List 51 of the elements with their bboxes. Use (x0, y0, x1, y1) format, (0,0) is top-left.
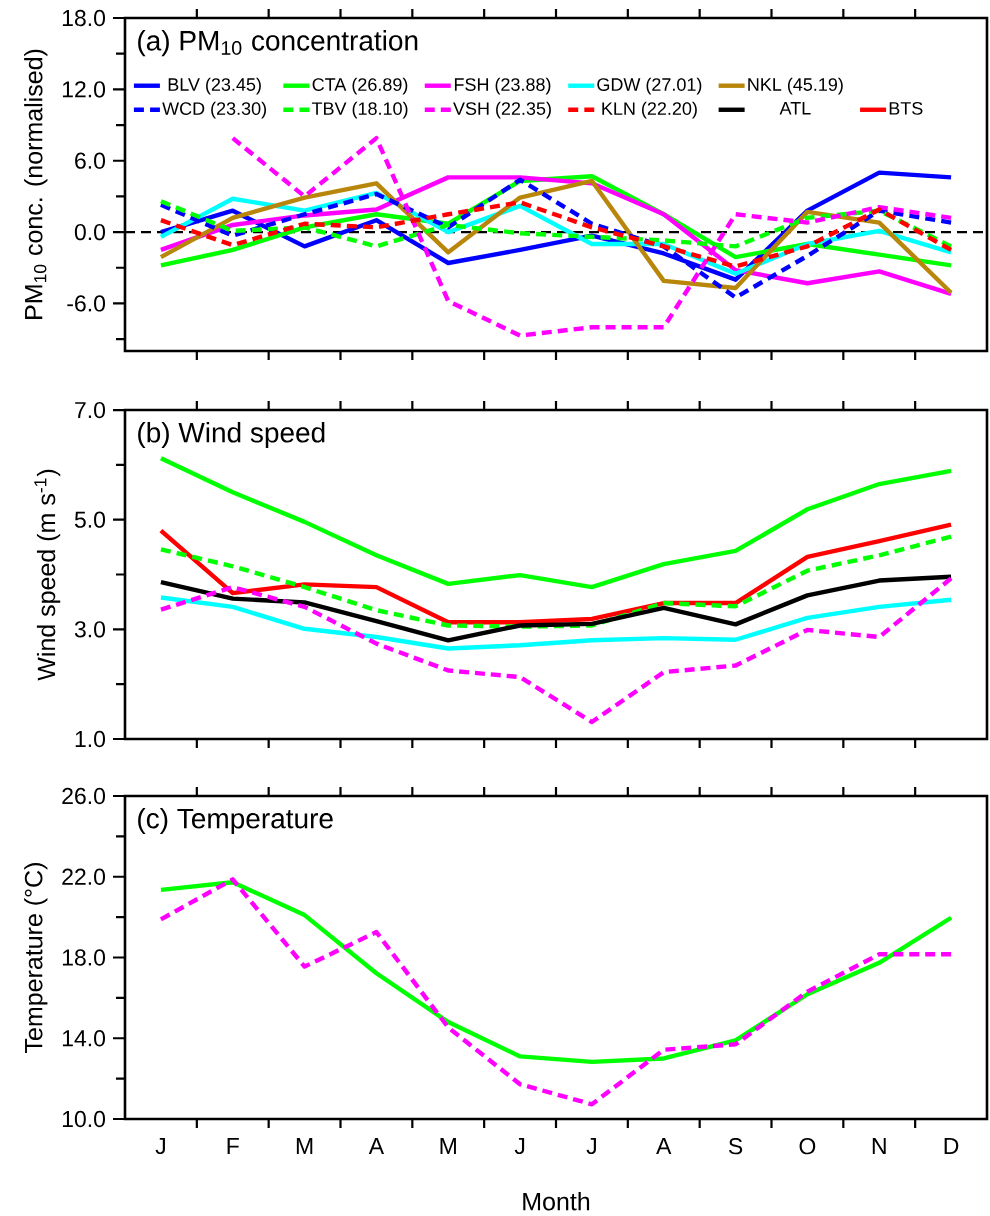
chart-title: (c) Temperature (138, 807, 333, 835)
line-series (158, 880, 954, 1065)
line-series (158, 574, 954, 643)
legend-label: GDW (27.01) (597, 77, 702, 95)
x-tick-label: D (944, 1138, 959, 1154)
y-tick-label: -6.0 (67, 295, 106, 312)
y-axis-title: Wind speed (m s$^{-1}$) (34, 469, 61, 681)
x-axis-title: Month (523, 1192, 590, 1211)
y-tick-label: 10.0 (62, 1110, 106, 1128)
y-tick-label: 12.0 (62, 81, 106, 98)
legend-label: TBV (18.10) (311, 101, 408, 119)
x-tick-label: S (728, 1138, 743, 1155)
legend-label: NKL (45.19) (748, 77, 843, 95)
line-series (158, 595, 954, 651)
y-tick-label: 6.0 (75, 152, 106, 169)
legend-label: FSH (23.88) (454, 77, 551, 95)
legend-label: BTS (889, 101, 923, 115)
legend-label: ATL (779, 102, 811, 115)
legend-label: CTA (26.89) (312, 77, 408, 95)
chart-title: (b) Wind speed (138, 422, 325, 449)
x-tick-label: J (586, 1138, 596, 1155)
x-tick-label: M (296, 1138, 313, 1154)
x-tick-label: O (799, 1138, 816, 1155)
legend-label: KLN (22.20) (602, 101, 697, 119)
y-tick-label: 26.0 (62, 787, 106, 805)
x-tick-label: N (872, 1138, 886, 1154)
y-axis-title: PM$_{10}$ conc. (normalised) (24, 49, 48, 319)
y-tick-label: 18.0 (62, 9, 106, 27)
x-tick-label: M (440, 1138, 456, 1154)
line-series (158, 877, 954, 1107)
y-axis-title: Temperature (°C) (24, 863, 48, 1053)
legend-label: BLV (23.45) (168, 77, 261, 95)
y-tick-label: 7.0 (75, 401, 106, 419)
x-tick-label: A (656, 1138, 672, 1154)
line-series (158, 200, 954, 269)
line-series (158, 576, 954, 725)
line-series (158, 456, 954, 590)
x-tick-label: J (514, 1138, 525, 1155)
y-tick-label: 18.0 (62, 949, 106, 966)
y-tick-label: 1.0 (75, 730, 106, 748)
legend-label: WCD (23.30) (162, 101, 267, 119)
y-tick-label: 0.0 (74, 223, 106, 241)
x-tick-label: A (368, 1138, 385, 1154)
y-tick-label: 3.0 (74, 621, 106, 638)
legend-label: VSH (22.35) (453, 101, 551, 119)
chart-title: (a) PM$_{10}$ concentration (138, 30, 418, 57)
y-tick-label: 5.0 (74, 511, 106, 528)
x-tick-label: F (227, 1138, 239, 1154)
y-tick-label: 22.0 (62, 868, 106, 885)
y-tick-label: 14.0 (62, 1030, 106, 1047)
x-tick-label: J (155, 1138, 165, 1155)
